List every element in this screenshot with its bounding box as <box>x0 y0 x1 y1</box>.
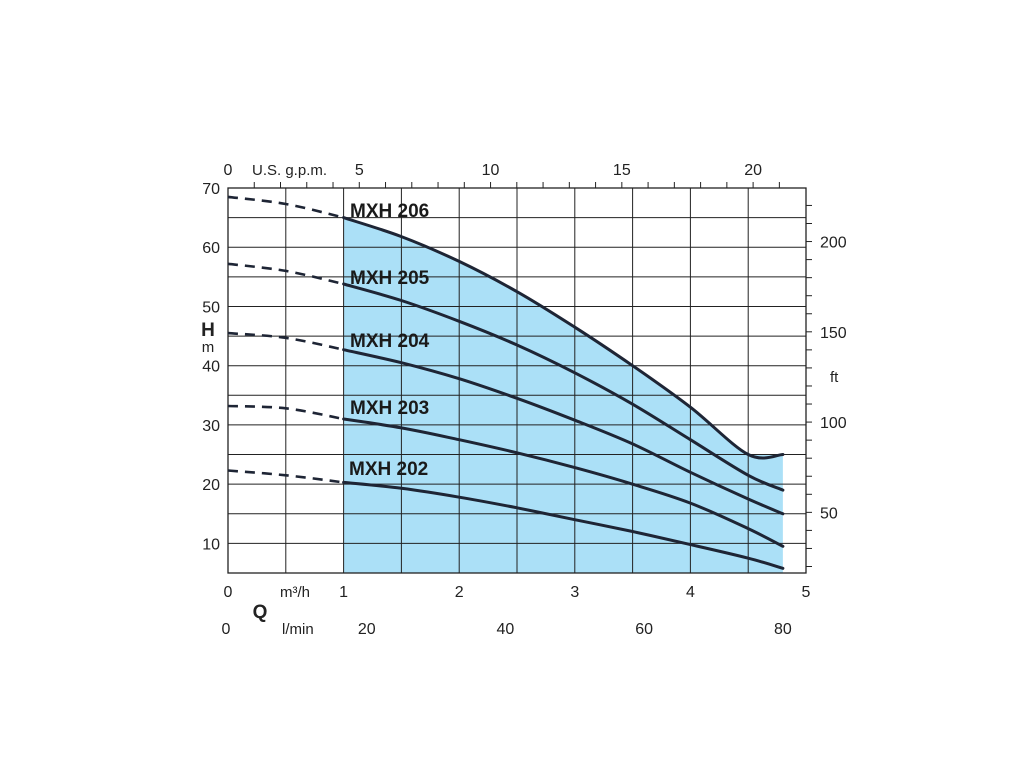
x-axis-unit-secondary: l/min <box>282 621 314 638</box>
x-tick-label: 1 <box>339 584 348 601</box>
right-axis-unit: ft <box>830 369 839 386</box>
y-tick-label: 20 <box>202 477 220 494</box>
curve-solid-mxh-202 <box>342 480 785 570</box>
top-axis-unit: U.S. g.p.m. <box>252 162 327 179</box>
x-tick-label: 2 <box>455 584 464 601</box>
top-tick-label: 15 <box>613 162 631 179</box>
right-tick-label: 50 <box>820 505 838 522</box>
curve-dashed-mxh-205 <box>227 262 344 286</box>
lmin-tick-label: 80 <box>774 621 792 638</box>
curve-dashed-mxh-202 <box>227 469 344 484</box>
curve-solid-mxh-206 <box>342 216 785 460</box>
series-label-mxh-205: MXH 205 <box>350 268 430 289</box>
x-axis-symbol: Q <box>253 602 268 623</box>
plot-frame-layer <box>227 182 812 574</box>
y-tick-label: 10 <box>202 536 220 553</box>
series-label-mxh-206: MXH 206 <box>350 201 429 222</box>
curve-dashed-mxh-203 <box>227 404 344 421</box>
curve-solid-mxh-203 <box>342 417 785 548</box>
curve-dashed-mxh-206 <box>227 195 344 219</box>
y-axis-symbol: H <box>201 320 215 341</box>
lmin-tick-label: 40 <box>497 621 515 638</box>
x-tick-label: 3 <box>570 584 579 601</box>
series-label-mxh-203: MXH 203 <box>350 398 429 419</box>
curve-solid-mxh-204 <box>342 348 785 516</box>
y-tick-label: 40 <box>202 359 220 376</box>
top-tick-label: 5 <box>355 162 364 179</box>
x-tick-label: 5 <box>802 584 811 601</box>
right-tick-label: 200 <box>820 235 847 252</box>
y-axis-unit: m <box>202 339 215 356</box>
grid-layer <box>228 188 806 573</box>
y-tick-label: 50 <box>202 299 220 316</box>
top-tick-label: 0 <box>224 162 233 179</box>
top-tick-label: 20 <box>744 162 762 179</box>
x-tick-label: 0 <box>224 584 233 601</box>
series-label-mxh-204: MXH 204 <box>350 331 430 352</box>
right-tick-label: 100 <box>820 415 847 432</box>
top-tick-label: 10 <box>482 162 500 179</box>
lmin-tick-label: 0 <box>222 621 231 638</box>
y-tick-label: 60 <box>202 240 220 257</box>
curve-layer <box>227 195 785 570</box>
curve-solid-mxh-205 <box>342 282 785 492</box>
y-tick-label: 30 <box>202 418 220 435</box>
x-tick-label: 4 <box>686 584 695 601</box>
x-axis-unit-primary: m³/h <box>280 584 310 601</box>
curve-dashed-mxh-204 <box>227 331 344 351</box>
y-tick-label: 70 <box>202 181 220 198</box>
lmin-tick-label: 60 <box>635 621 653 638</box>
right-tick-label: 150 <box>820 325 847 342</box>
lmin-tick-label: 20 <box>358 621 376 638</box>
series-label-mxh-202: MXH 202 <box>349 459 428 480</box>
